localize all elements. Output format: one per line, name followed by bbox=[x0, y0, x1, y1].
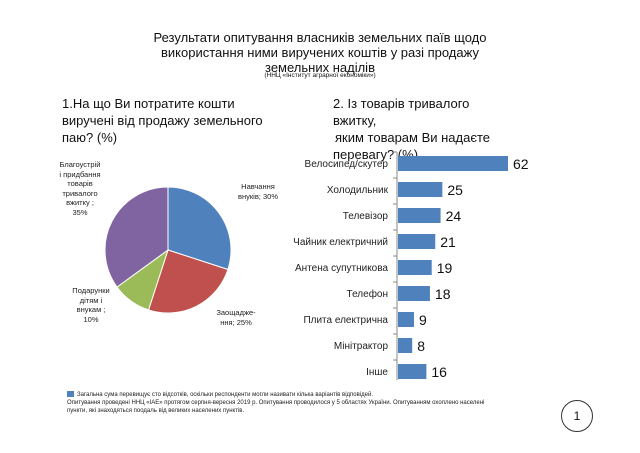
pie-chart-svg bbox=[104, 186, 232, 314]
question-2-line: яким товарам Ви надаєте bbox=[335, 130, 491, 145]
bar bbox=[398, 208, 441, 223]
question-2-line: 2. Із товарів тривалого вжитку, bbox=[333, 96, 470, 128]
footnote: Загальна сума перевищує сто відсотків, о… bbox=[67, 391, 537, 415]
pie-label-line: Навчання bbox=[241, 182, 275, 191]
pie-label-line: Подарунки bbox=[72, 286, 110, 295]
pie-label-line: Благоустрій bbox=[59, 160, 101, 169]
title-line: Результати опитування власників земельни… bbox=[153, 30, 487, 45]
bar bbox=[398, 156, 508, 171]
bar-value-label: 19 bbox=[437, 260, 453, 276]
footnote-line-3: пункти, які знаходяться поодаль від вели… bbox=[67, 408, 245, 414]
bar-value-label: 25 bbox=[447, 182, 463, 198]
pie-label-line: товарів bbox=[67, 179, 93, 188]
question-1-title: 1.На що Ви потратите кошти виручені від … bbox=[62, 96, 263, 145]
bar-value-label: 18 bbox=[435, 286, 451, 302]
pie-label-line: ння; 25% bbox=[220, 317, 252, 327]
pie-slice bbox=[104, 186, 169, 288]
pie-label-line: 10% bbox=[83, 314, 99, 324]
pie-label-line: тривалого bbox=[62, 188, 98, 198]
pie-slice bbox=[167, 186, 232, 271]
bar bbox=[398, 286, 430, 301]
bar-category-label: Холодильник bbox=[327, 185, 389, 196]
pie-label-gifts: Подарунки дітям і внукам ; 10% bbox=[68, 286, 114, 324]
pie-label-line: внуків; 30% bbox=[238, 191, 278, 201]
bar-value-label: 24 bbox=[446, 208, 462, 224]
bar-value-label: 8 bbox=[417, 338, 425, 354]
page-number: 1 bbox=[561, 400, 593, 432]
bar-category-label: Телевізор bbox=[343, 211, 389, 222]
bar-category-label: Антена супутникова bbox=[295, 263, 388, 274]
bar-category-label: Телефон bbox=[347, 288, 388, 300]
bar-category-label: Чайник електричний bbox=[293, 237, 388, 248]
note-icon bbox=[67, 391, 74, 397]
bar-category-label: Інше bbox=[366, 367, 388, 378]
bar bbox=[398, 364, 427, 379]
pie-slice bbox=[147, 249, 229, 314]
bar-value-label: 62 bbox=[513, 156, 529, 172]
pie-label-line: вжитку ; bbox=[66, 198, 94, 207]
source-note: (ННЦ «Інститут аграрної економіки») bbox=[264, 72, 376, 79]
footnote-line-1: Загальна сума перевищує сто відсотків, о… bbox=[67, 391, 537, 399]
bar bbox=[398, 338, 413, 353]
pie-label-line: дітям і bbox=[79, 295, 103, 305]
title-line: земельних наділів bbox=[265, 60, 375, 75]
footnote-line-2: Опитування проведені ННЦ «ІАЕ» протягом … bbox=[67, 400, 485, 406]
pie-label-savings: Заощадже- ння; 25% bbox=[206, 308, 266, 327]
bar-value-label: 21 bbox=[440, 234, 456, 250]
page-title: Результати опитування власників земельни… bbox=[120, 30, 520, 75]
bar-value-label: 9 bbox=[419, 312, 427, 328]
bar-value-label: 16 bbox=[431, 364, 447, 380]
pie-label-line: Заощадже- bbox=[216, 308, 256, 317]
pie-label-line: внукам ; bbox=[76, 305, 106, 314]
bar-chart: Велосипед/скутер 62 Холодильник 25 Телевізор… bbox=[293, 151, 529, 380]
title-line: використання ними виручених коштів у раз… bbox=[161, 45, 479, 60]
bar-category-label: Плита електрична bbox=[303, 315, 388, 326]
pie-label-line: 35% bbox=[72, 207, 88, 217]
bar bbox=[398, 312, 414, 327]
bar bbox=[398, 260, 432, 275]
footnote-text: Загальна сума перевищує сто відсотків, о… bbox=[77, 392, 374, 398]
bar bbox=[398, 234, 436, 249]
question-2-title: 2. Із товарів тривалого вжитку, яким тов… bbox=[333, 95, 513, 163]
pie-label-education: Навчання внуків; 30% bbox=[228, 182, 288, 201]
bar-category-label: Мінітрактор bbox=[334, 341, 389, 352]
pie-label-improvement: Благоустрій і придбання товарів тривалог… bbox=[54, 160, 106, 217]
bar bbox=[398, 182, 443, 197]
bar-category-label: Велосипед/скутер bbox=[305, 159, 389, 170]
pie-label-line: і придбання bbox=[59, 169, 101, 179]
pie-chart: Навчання внуків; 30% Заощадже- ння; 25% … bbox=[40, 150, 320, 350]
